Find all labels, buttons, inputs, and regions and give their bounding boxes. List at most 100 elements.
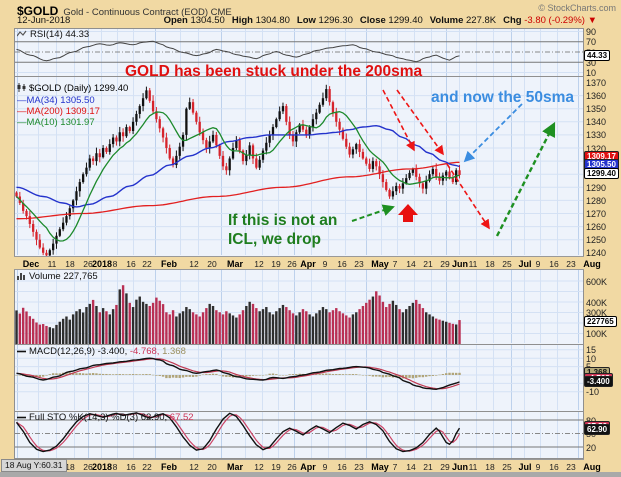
quote-label: Open — [163, 15, 188, 26]
y-axis-tick: 1370 — [586, 78, 607, 88]
y-axis-tick: 15 — [586, 345, 597, 356]
y-axis-tick: 1360 — [586, 91, 607, 102]
green-dashed-arrow — [495, 121, 556, 237]
rsi-line — [16, 40, 460, 63]
green-dashed-arrow — [351, 204, 395, 222]
date-tick: 26 — [287, 259, 297, 269]
date-tick: 21 — [423, 259, 433, 269]
ma-legend-entry: —MA(10) 1301.97 — [17, 117, 95, 128]
ma-legend-entry: —MA(34) 1305.50 — [17, 95, 95, 106]
date-tick: 16 — [337, 462, 347, 472]
sto-panel — [14, 411, 584, 459]
date-tick: 23 — [354, 259, 364, 269]
sto-d-line — [16, 412, 461, 452]
y-axis-tick: 300K — [586, 308, 608, 318]
date-tick: 20 — [207, 259, 217, 269]
date-tick: Jun — [451, 259, 468, 269]
date-tick: May — [371, 259, 389, 269]
date-tick: Apr — [300, 259, 316, 269]
date-tick: 2018 — [91, 259, 113, 269]
date-tick: Mar — [226, 462, 243, 472]
date-tick: 2018 — [91, 462, 113, 472]
date-tick: 23 — [566, 259, 576, 269]
date-tick: 26 — [83, 259, 93, 269]
date-tick: 9 — [535, 462, 541, 472]
macd-indicator-icon — [17, 347, 26, 358]
annotation-arrows — [351, 89, 556, 237]
date-tick: 19 — [271, 259, 281, 269]
date-tick: Feb — [160, 259, 177, 269]
copyright: © StockCharts.com — [538, 3, 616, 13]
chart-date: 12-Jun-2018 — [17, 15, 71, 26]
y-axis-tick: 1330 — [586, 130, 607, 141]
y-axis-tick: 1260 — [586, 222, 607, 233]
y-axis-tick: 1280 — [586, 195, 607, 206]
date-tick: Jul — [518, 462, 532, 472]
date-tick: 16 — [126, 259, 136, 269]
indicator-value: MACD(12,26,9) -3.400, — [29, 346, 128, 357]
quote-value: 1299.40 — [385, 15, 423, 26]
blue-dashed-arrow — [463, 103, 523, 163]
date-tick: 9 — [322, 462, 328, 472]
quote-label: Chg — [503, 15, 522, 26]
y-axis-tick: 10 — [586, 353, 597, 364]
date-tick: 16 — [549, 462, 559, 472]
candlesticks — [15, 84, 461, 260]
axis-value-badge: 44.33 — [584, 50, 611, 61]
y-axis-tick: 20 — [586, 442, 597, 453]
annotation-icl-line2: ICL, we drop — [228, 231, 321, 248]
window-edge — [0, 472, 621, 477]
sto-k-line — [15, 412, 461, 453]
quote-value: 227.8K — [463, 15, 497, 26]
date-tick: 22 — [142, 259, 152, 269]
date-tick: 14 — [406, 462, 416, 472]
indicator-value: Full STO %K(14,3) %D(3) 62.90, — [29, 412, 168, 423]
date-tick: 7 — [392, 462, 398, 472]
quote-label: Volume — [429, 15, 464, 26]
y-axis-tick: 1320 — [586, 143, 607, 154]
date-tick: 20 — [207, 462, 217, 472]
date-tick: 18 — [65, 462, 75, 472]
date-tick: Jun — [451, 462, 468, 472]
date-tick: 18 — [485, 462, 495, 472]
ticker-symbol: $GOLD — [17, 4, 59, 18]
date-tick: 18 — [485, 259, 495, 269]
date-tick: 14 — [406, 259, 416, 269]
date-tick: 12 — [254, 462, 264, 472]
y-axis-tick: 1270 — [586, 209, 607, 219]
date-tick: Jul — [518, 259, 532, 269]
volume-bars — [15, 285, 461, 344]
date-tick: Aug — [583, 259, 601, 269]
axis-value-badge: 1299.40 — [584, 167, 619, 179]
date-tick: 9 — [322, 259, 328, 269]
y-axis-tick: 30 — [586, 57, 597, 68]
date-tick: May — [371, 462, 389, 472]
indicator-value: 67.52 — [167, 412, 194, 423]
date-tick: 16 — [549, 259, 559, 269]
annotation-icl-line1: If this is not an — [228, 212, 338, 229]
axis-value-badge: 227765 — [584, 315, 617, 327]
quote-value: 1296.30 — [315, 15, 353, 26]
red-dashed-arrow — [396, 89, 444, 156]
ma-legend-entry: —MA(200) 1309.17 — [17, 106, 100, 117]
red-up-arrow — [398, 204, 418, 222]
y-axis-tick: 1240 — [586, 248, 607, 259]
date-tick: 12 — [189, 462, 199, 472]
y-axis-tick: 1290 — [586, 182, 607, 193]
date-axis-top: Dec 11 18 26 2018 8 16 22 Feb 12 20 Mar 12 19 26 Apr 9 16… — [14, 256, 601, 270]
red-dashed-arrow — [446, 163, 490, 230]
rsi-label: RSI(14) 44.33 — [16, 29, 89, 41]
date-tick: 12 — [254, 259, 264, 269]
date-tick: 11 — [468, 259, 478, 269]
date-tick: 21 — [423, 462, 433, 472]
axis-value-badge: -3.400 — [584, 376, 613, 387]
gridlines — [15, 29, 583, 458]
y-axis-tick: 400K — [586, 297, 608, 308]
sto-indicator-icon — [17, 413, 26, 424]
date-tick: 29 — [440, 462, 450, 472]
date-tick: 11 — [47, 259, 57, 269]
y-axis-tick: 1250 — [586, 235, 607, 246]
y-axis-tick: 100K — [586, 329, 608, 339]
